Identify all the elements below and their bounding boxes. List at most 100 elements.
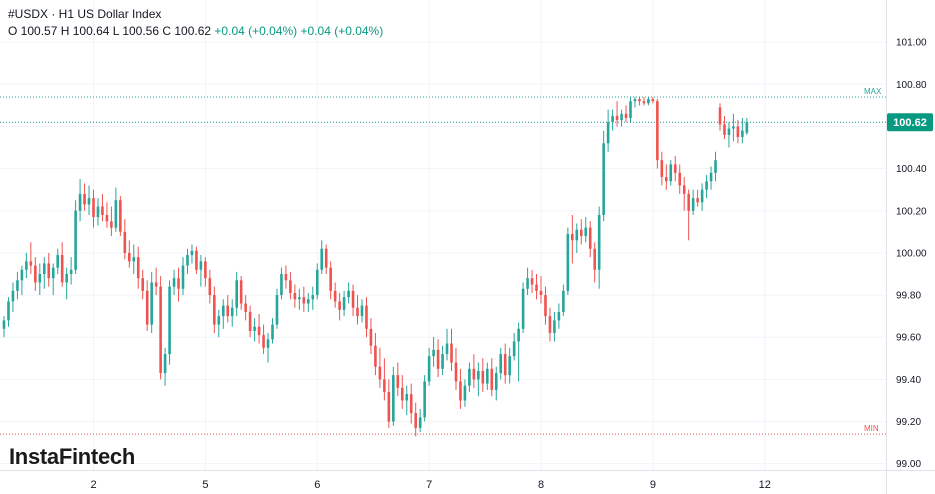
candle-up (74, 200, 77, 274)
candle-body (624, 113, 628, 119)
candle-body (629, 101, 632, 119)
candle-down (369, 318, 373, 355)
candle-body (418, 417, 422, 428)
candle-body (177, 278, 180, 289)
candle-up (7, 297, 10, 327)
candle-up (132, 244, 136, 274)
candle-up (705, 174, 708, 199)
candle-up (494, 366, 498, 401)
candle-body (665, 177, 668, 182)
candle-body (741, 130, 744, 137)
candle-body (508, 356, 511, 376)
candle-body (199, 261, 203, 270)
ohlc-low: L 100.56 (112, 24, 160, 38)
candle-body (360, 305, 364, 317)
candle-body (490, 368, 494, 390)
candle-up (199, 255, 203, 287)
candle-body (562, 290, 565, 312)
candle-body (526, 278, 529, 289)
candle-up (647, 96, 650, 106)
candle-body (494, 373, 498, 390)
price-axis[interactable]: 101.00100.80100.60100.40100.20100.0099.8… (886, 0, 928, 494)
candle-down (284, 265, 288, 289)
candle-body (315, 269, 319, 296)
candle-up (405, 385, 409, 416)
candle-body (705, 181, 708, 190)
candle-body (548, 316, 552, 334)
candles[interactable] (2, 96, 749, 437)
candle-body (257, 326, 261, 336)
candle-up (307, 292, 310, 312)
candle-body (280, 273, 283, 296)
candle-body (356, 307, 359, 317)
candle-down (615, 101, 619, 127)
candle-body (463, 385, 467, 401)
candle-up (235, 271, 238, 317)
candle-up (342, 290, 346, 317)
candle-body (208, 278, 212, 296)
candle-up (2, 316, 6, 338)
candle-down (530, 269, 534, 293)
candle-body (539, 290, 543, 296)
candle-body (400, 387, 404, 401)
candle-up (499, 347, 503, 380)
candle-body (687, 193, 690, 211)
candle-body (38, 273, 42, 283)
candle-body (441, 354, 444, 369)
candle-body (633, 99, 637, 102)
candle-down (723, 115, 726, 140)
candle-body (369, 328, 373, 346)
candle-up (584, 217, 588, 243)
price-tick-label: 100.80 (896, 80, 927, 91)
candle-up (69, 257, 73, 285)
ohlc-high: H 100.64 (60, 24, 110, 38)
candle-body (342, 297, 346, 310)
candle-down (105, 202, 109, 228)
price-tick-label: 99.80 (896, 291, 921, 302)
time-tick-label: 9 (650, 479, 656, 491)
candle-body (678, 172, 682, 186)
candle-up (633, 96, 637, 108)
candle-body (25, 261, 28, 270)
candle-body (87, 198, 91, 205)
candle-up (266, 333, 270, 363)
candle-body (307, 299, 310, 304)
candle-up (562, 284, 565, 317)
candle-up (163, 347, 167, 386)
candle-body (163, 354, 167, 374)
candle-body (253, 326, 256, 331)
price-tick-label: 100.20 (896, 206, 927, 217)
candle-body (593, 248, 596, 270)
candle-body (74, 210, 77, 270)
candle-up (732, 113, 735, 142)
candle-body (557, 311, 561, 321)
max-label: MAX (864, 87, 882, 96)
price-tick-label: 100.40 (896, 164, 927, 175)
candle-body (365, 305, 368, 329)
candle-down (101, 193, 104, 222)
candle-up (20, 265, 24, 296)
candle-body (181, 265, 185, 289)
candle-down (208, 269, 212, 304)
candle-body (168, 286, 171, 355)
candle-up (221, 299, 225, 329)
candle-body (34, 265, 37, 283)
candle-body (11, 290, 15, 302)
candle-body (239, 280, 243, 304)
time-tick-label: 2 (90, 479, 96, 491)
candle-down (293, 284, 297, 308)
chart-header: #USDX · H1 US Dollar Index O 100.57 H 10… (8, 6, 383, 40)
candle-body (119, 200, 122, 232)
candle-down (535, 273, 538, 300)
candle-body (172, 278, 176, 287)
candle-body (230, 307, 234, 317)
candle-up (553, 311, 556, 342)
candle-down (262, 324, 265, 355)
candle-up (423, 375, 426, 422)
candle-up (629, 96, 632, 123)
candle-body (248, 311, 252, 331)
candle-down (383, 358, 386, 401)
time-axis[interactable]: 2 5 6 7 8 9 12 (0, 470, 935, 492)
